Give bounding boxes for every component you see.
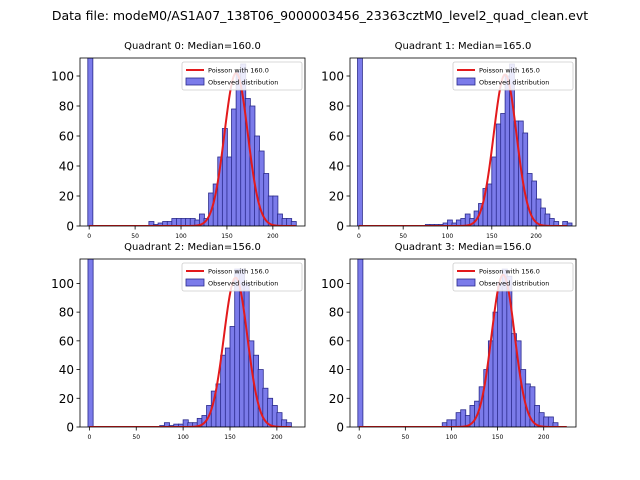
y-tick-label: 100 (321, 277, 344, 291)
x-tick-label: 50 (402, 434, 410, 441)
x-tick-label: 50 (399, 233, 407, 240)
histogram-bar (87, 58, 94, 226)
histogram-bar (553, 221, 560, 226)
y-tick-label: 20 (329, 190, 344, 204)
legend-box (452, 262, 574, 292)
x-tick-label: 200 (267, 233, 279, 240)
legend-observed-swatch (456, 77, 476, 86)
axes-frame (349, 57, 577, 227)
y-tick-label: 60 (329, 130, 344, 144)
subplot-title: Quadrant 2: Median=156.0 (124, 242, 261, 253)
y-tick-label: 100 (321, 70, 344, 84)
subplot-title: Quadrant 3: Median=156.0 (395, 242, 532, 253)
y-tick-label: 60 (329, 334, 344, 348)
y-tick-label: 20 (329, 392, 344, 406)
subplot-quadrant-0: Quadrant 0: Median=160.0 0 50 100 150 200 0 20 4… (51, 41, 306, 240)
y-tick-label: 40 (59, 160, 74, 174)
y-tick-label: 100 (51, 70, 74, 84)
histogram-bar (552, 422, 559, 427)
x-tick-label: 150 (492, 434, 504, 441)
legend-fit-label: Poisson with 156.0 (479, 268, 540, 276)
legend-fit-label: Poisson with 160.0 (208, 67, 269, 75)
legend: Poisson with 156.0 Observed distribution (452, 262, 574, 292)
y-tick-label: 80 (59, 306, 74, 320)
x-tick-label: 0 (87, 233, 91, 240)
x-tick-label: 200 (538, 434, 550, 441)
x-tick-label: 200 (530, 233, 542, 240)
histogram-bar (290, 221, 297, 226)
y-tick-label: 20 (59, 392, 74, 406)
y-tick-label: 40 (59, 363, 74, 377)
histogram-bar (272, 195, 279, 226)
y-tick-label: 0 (66, 421, 74, 435)
y-tick-label: 40 (329, 363, 344, 377)
subplot-title: Quadrant 0: Median=160.0 (124, 41, 261, 52)
legend: Poisson with 165.0 Observed distribution (452, 61, 574, 91)
histogram-bar (285, 422, 292, 427)
y-tick-label: 20 (59, 190, 74, 204)
axes-frame (79, 57, 306, 227)
y-tick-label: 60 (59, 334, 74, 348)
x-tick-label: 50 (131, 233, 139, 240)
x-tick-label: 0 (87, 434, 91, 441)
legend: Poisson with 156.0 Observed distribution (181, 262, 303, 292)
y-tick-label: 0 (66, 220, 74, 234)
x-tick-label: 0 (357, 233, 361, 240)
subplot-quadrant-2: Quadrant 2: Median=156.0 0 50 100 150 200 0 20 4… (51, 242, 306, 441)
legend-observed-label: Observed distribution (479, 280, 549, 288)
x-tick-label: 100 (177, 434, 189, 441)
y-tick-label: 80 (329, 306, 344, 320)
histogram-bar (87, 259, 94, 427)
subplot-quadrant-1: Quadrant 1: Median=165.0 0 50 100 150 200 0 20 4… (321, 41, 577, 240)
legend-observed-label: Observed distribution (208, 280, 278, 288)
histogram-bar (357, 259, 364, 427)
y-tick-label: 40 (329, 160, 344, 174)
y-tick-label: 80 (329, 100, 344, 114)
y-tick-label: 100 (51, 277, 74, 291)
legend-observed-swatch (185, 77, 205, 86)
legend-fit-label: Poisson with 156.0 (208, 268, 269, 276)
legend-observed-swatch (456, 278, 476, 287)
histogram-bar (566, 222, 573, 226)
axes-frame (349, 258, 577, 428)
legend-box (181, 61, 303, 91)
histogram-bar (357, 58, 363, 226)
subplot-title: Quadrant 1: Median=165.0 (395, 41, 532, 52)
legend-observed-label: Observed distribution (479, 79, 549, 87)
x-tick-label: 100 (175, 233, 187, 240)
x-tick-label: 200 (271, 434, 283, 441)
x-tick-label: 100 (442, 233, 454, 240)
x-tick-label: 100 (446, 434, 458, 441)
y-tick-label: 0 (336, 220, 344, 234)
y-tick-label: 80 (59, 100, 74, 114)
y-tick-label: 60 (59, 130, 74, 144)
figure-suptitle: Data file: modeM0/AS1A07_138T06_90000034… (52, 8, 588, 23)
axes-frame (79, 258, 306, 428)
legend-observed-label: Observed distribution (208, 79, 278, 87)
legend-box (181, 262, 303, 292)
x-tick-label: 0 (357, 434, 361, 441)
histogram-bar (163, 422, 170, 427)
legend-box (452, 61, 574, 91)
poisson-fit-line (359, 273, 567, 427)
legend-observed-swatch (185, 278, 205, 287)
histogram-bar (547, 416, 554, 427)
x-tick-label: 150 (486, 233, 498, 240)
subplot-quadrant-3: Quadrant 3: Median=156.0 0 50 100 150 200 0 20 4… (321, 242, 577, 441)
legend-fit-label: Poisson with 165.0 (479, 67, 540, 75)
plot-area (357, 259, 567, 427)
histogram-bar (148, 221, 155, 226)
x-tick-label: 50 (132, 434, 140, 441)
x-tick-label: 150 (221, 233, 233, 240)
x-tick-label: 150 (224, 434, 236, 441)
legend: Poisson with 160.0 Observed distribution (181, 61, 303, 91)
y-tick-label: 0 (336, 421, 344, 435)
